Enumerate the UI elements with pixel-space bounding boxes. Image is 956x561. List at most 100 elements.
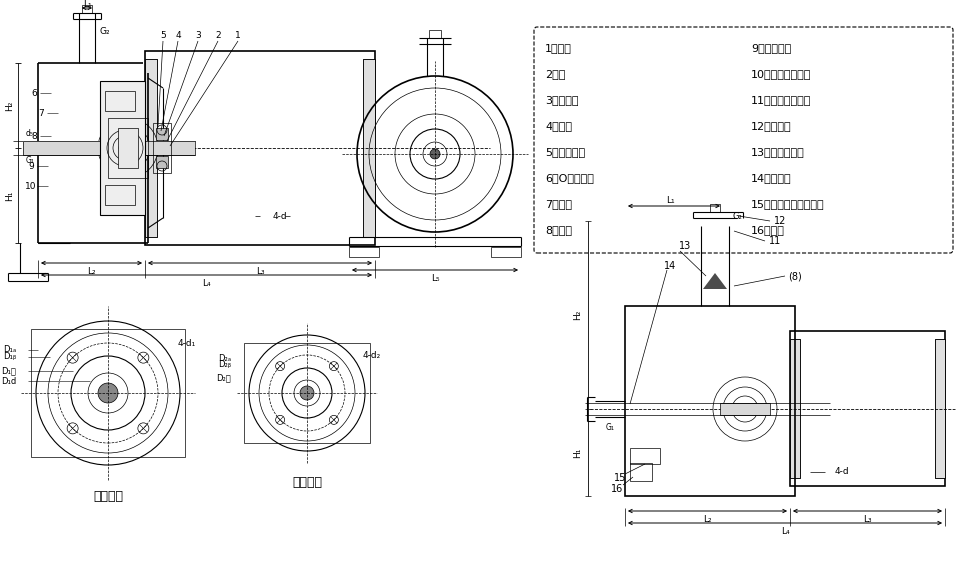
Text: L₁: L₁ xyxy=(82,0,92,8)
Circle shape xyxy=(430,149,440,159)
Text: H₂: H₂ xyxy=(6,101,14,111)
Text: 16、螺塞: 16、螺塞 xyxy=(751,225,785,235)
Bar xyxy=(363,59,375,237)
Text: G₁: G₁ xyxy=(26,155,34,164)
Bar xyxy=(349,247,379,257)
Text: D₁ₐ: D₁ₐ xyxy=(3,346,16,355)
Bar xyxy=(363,59,375,237)
Text: 4、泵盖: 4、泵盖 xyxy=(545,121,572,131)
Bar xyxy=(491,247,521,257)
Text: 3: 3 xyxy=(195,30,201,39)
Text: 4-d: 4-d xyxy=(835,467,850,476)
Text: 9、叶轮螺母: 9、叶轮螺母 xyxy=(751,43,792,53)
Bar xyxy=(244,343,370,443)
Text: 入口法兰: 入口法兰 xyxy=(93,490,123,503)
Circle shape xyxy=(98,383,118,403)
Text: 14: 14 xyxy=(663,261,676,271)
Text: D₂ᵦ: D₂ᵦ xyxy=(218,360,231,369)
Bar xyxy=(153,123,171,173)
Text: 12: 12 xyxy=(773,216,786,226)
Text: L₄: L₄ xyxy=(781,527,790,536)
Text: 6、O型橡胶圈: 6、O型橡胶圈 xyxy=(545,173,594,183)
Text: L₄: L₄ xyxy=(202,278,210,287)
Text: G₂: G₂ xyxy=(99,26,110,35)
Bar xyxy=(156,156,168,168)
Text: 4-d₁: 4-d₁ xyxy=(178,338,196,347)
Bar xyxy=(145,59,157,237)
Text: H₁: H₁ xyxy=(574,448,582,458)
Polygon shape xyxy=(703,273,727,289)
Bar xyxy=(82,5,92,13)
Bar xyxy=(790,339,800,478)
Bar xyxy=(145,51,375,245)
Text: 出口法兰: 出口法兰 xyxy=(292,476,322,489)
Text: 13: 13 xyxy=(679,241,691,251)
Bar xyxy=(935,339,945,478)
Text: D₁d: D₁d xyxy=(1,376,16,385)
Text: 2、键: 2、键 xyxy=(545,69,565,79)
Bar xyxy=(23,141,195,155)
Text: 11: 11 xyxy=(769,236,781,246)
Text: 13、橡胶止回阀: 13、橡胶止回阀 xyxy=(751,147,805,157)
Bar xyxy=(935,339,945,478)
Circle shape xyxy=(300,386,314,400)
Text: D₂ₐ: D₂ₐ xyxy=(218,353,231,363)
Bar xyxy=(720,403,770,415)
Text: 4: 4 xyxy=(175,30,181,39)
Text: L₂: L₂ xyxy=(703,514,711,523)
Text: L₃: L₃ xyxy=(862,514,871,523)
Bar xyxy=(625,306,795,496)
Text: 4-d₂: 4-d₂ xyxy=(363,351,381,360)
Text: L₂: L₂ xyxy=(87,266,96,275)
Text: 9: 9 xyxy=(28,162,33,171)
Text: 2: 2 xyxy=(215,30,221,39)
Text: H₁: H₁ xyxy=(6,191,14,201)
Text: D₁ᵦ: D₁ᵦ xyxy=(3,352,16,361)
Bar xyxy=(630,448,660,464)
Bar xyxy=(105,91,135,111)
Bar xyxy=(105,185,135,205)
Text: 14、入水咀: 14、入水咀 xyxy=(751,173,792,183)
Text: 10、塑料密封垫圈: 10、塑料密封垫圈 xyxy=(751,69,812,79)
Text: 11、出口橡胶垫圈: 11、出口橡胶垫圈 xyxy=(751,95,812,105)
Text: L₃: L₃ xyxy=(255,266,264,275)
Text: 5、机械密封: 5、机械密封 xyxy=(545,147,585,157)
Circle shape xyxy=(119,142,131,154)
Text: 10: 10 xyxy=(25,182,36,191)
Text: D₂꜀: D₂꜀ xyxy=(216,374,231,383)
Text: D₁꜀: D₁꜀ xyxy=(1,366,16,375)
Text: 6: 6 xyxy=(32,89,37,98)
Text: G₂: G₂ xyxy=(732,211,742,220)
Text: L₅: L₅ xyxy=(431,274,440,283)
Bar xyxy=(710,204,720,212)
Text: 8、泵体: 8、泵体 xyxy=(545,225,572,235)
Text: 1: 1 xyxy=(235,30,241,39)
Text: 5: 5 xyxy=(160,30,166,39)
Text: 7: 7 xyxy=(38,108,44,117)
Text: 1、电机: 1、电机 xyxy=(545,43,572,53)
Text: 7、叶轮: 7、叶轮 xyxy=(545,199,572,209)
Text: 3、连接架: 3、连接架 xyxy=(545,95,578,105)
Bar xyxy=(156,128,168,140)
Text: G₁: G₁ xyxy=(605,422,615,431)
FancyBboxPatch shape xyxy=(534,27,953,253)
Text: 15: 15 xyxy=(614,473,626,483)
Text: 8: 8 xyxy=(32,131,37,140)
Text: d₅: d₅ xyxy=(26,128,34,137)
Text: 4-d: 4-d xyxy=(272,211,288,220)
Text: (8): (8) xyxy=(788,271,802,281)
Text: 16: 16 xyxy=(611,484,623,494)
Text: L₁: L₁ xyxy=(665,195,674,205)
Text: 15、螺塞橡胶密封垫圈: 15、螺塞橡胶密封垫圈 xyxy=(751,199,825,209)
Bar xyxy=(100,81,145,215)
Bar xyxy=(630,463,652,481)
Bar xyxy=(31,329,185,457)
Text: 12、出水咀: 12、出水咀 xyxy=(751,121,792,131)
Bar xyxy=(145,59,157,237)
Bar xyxy=(790,331,945,486)
Bar xyxy=(23,141,195,155)
Text: H₂: H₂ xyxy=(574,310,582,320)
Bar xyxy=(118,128,138,168)
Bar xyxy=(108,118,148,178)
Bar xyxy=(790,339,800,478)
